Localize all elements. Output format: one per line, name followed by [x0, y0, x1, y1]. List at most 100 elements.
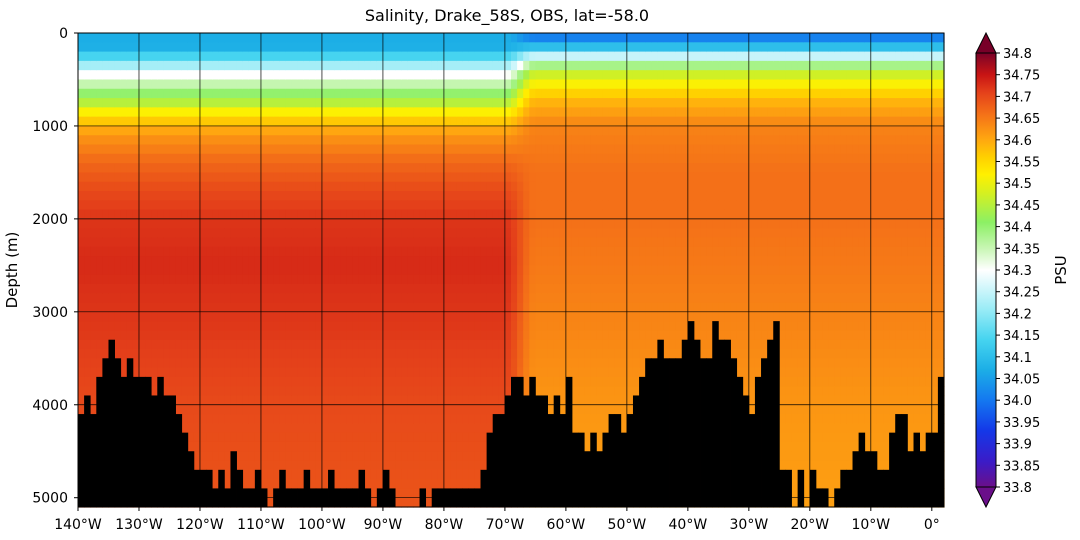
- heatmap-cell: [395, 33, 402, 43]
- heatmap-cell: [480, 274, 488, 285]
- heatmap-cell: [559, 98, 567, 108]
- heatmap-cell: [145, 88, 152, 99]
- heatmap-cell: [450, 33, 457, 43]
- heatmap-cell: [297, 469, 305, 480]
- heatmap-cell: [504, 51, 512, 62]
- heatmap-cell: [596, 339, 604, 350]
- heatmap-cell: [376, 274, 384, 285]
- heatmap-cell: [626, 51, 634, 62]
- heatmap-cell: [254, 274, 262, 285]
- heatmap-cell: [474, 33, 482, 43]
- heatmap-cell: [382, 311, 390, 322]
- heatmap-cell: [413, 274, 421, 285]
- heatmap-cell: [132, 70, 140, 81]
- heatmap-cell: [663, 200, 671, 211]
- heatmap-cell: [620, 246, 628, 257]
- heatmap-cell: [309, 98, 317, 108]
- heatmap-cell: [382, 163, 390, 174]
- heatmap-cell: [315, 321, 323, 332]
- heatmap-cell: [541, 33, 549, 43]
- heatmap-cell: [328, 107, 335, 118]
- heatmap-cell: [175, 144, 183, 155]
- heatmap-cell: [218, 51, 225, 62]
- heatmap-cell: [425, 432, 433, 443]
- heatmap-cell: [480, 88, 488, 99]
- heatmap-cell: [346, 339, 354, 350]
- heatmap-cell: [260, 181, 268, 192]
- heatmap-cell: [303, 302, 311, 313]
- heatmap-cell: [157, 33, 164, 43]
- heatmap-cell: [450, 181, 457, 192]
- heatmap-cell: [334, 60, 341, 71]
- heatmap-cell: [571, 358, 579, 369]
- heatmap-cell: [175, 209, 183, 220]
- heatmap-cell: [120, 330, 128, 341]
- heatmap-cell: [254, 125, 262, 136]
- heatmap-cell: [78, 330, 85, 341]
- heatmap-cell: [431, 191, 439, 201]
- heatmap-cell: [504, 274, 512, 285]
- heatmap-cell: [334, 246, 341, 257]
- heatmap-cell: [590, 163, 597, 174]
- heatmap-cell: [511, 358, 518, 369]
- heatmap-cell: [90, 88, 97, 99]
- heatmap-cell: [596, 51, 604, 62]
- heatmap-cell: [474, 125, 482, 136]
- heatmap-cell: [620, 191, 628, 201]
- heatmap-cell: [596, 246, 604, 257]
- heatmap-cell: [78, 367, 85, 378]
- heatmap-cell: [321, 51, 329, 62]
- heatmap-cell: [614, 181, 622, 192]
- heatmap-cell: [651, 274, 658, 285]
- heatmap-cell: [443, 330, 451, 341]
- heatmap-cell: [462, 274, 469, 285]
- heatmap-cell: [468, 311, 476, 322]
- heatmap-cell: [407, 460, 415, 471]
- heatmap-cell: [273, 311, 280, 322]
- heatmap-cell: [303, 135, 311, 146]
- heatmap-cell: [541, 125, 549, 136]
- heatmap-cell: [517, 358, 524, 369]
- heatmap-cell: [504, 144, 512, 155]
- heatmap-cell: [163, 153, 171, 164]
- heatmap-cell: [218, 218, 225, 229]
- heatmap-cell: [340, 367, 347, 378]
- heatmap-cell: [657, 283, 665, 294]
- heatmap-cell: [328, 376, 335, 387]
- heatmap-cell: [279, 376, 286, 387]
- heatmap-cell: [395, 172, 402, 183]
- heatmap-cell: [291, 376, 299, 387]
- heatmap-cell: [370, 386, 378, 397]
- heatmap-cell: [279, 432, 286, 443]
- heatmap-cell: [291, 42, 299, 53]
- heatmap-cell: [443, 321, 451, 332]
- heatmap-cell: [248, 125, 256, 136]
- heatmap-cell: [498, 107, 506, 118]
- heatmap-cell: [114, 70, 122, 81]
- heatmap-cell: [401, 441, 408, 452]
- heatmap-cell: [364, 395, 372, 406]
- heatmap-cell: [596, 302, 604, 313]
- heatmap-cell: [242, 125, 250, 136]
- heatmap-cell: [450, 246, 457, 257]
- heatmap-cell: [376, 163, 384, 174]
- heatmap-cell: [431, 395, 439, 406]
- heatmap-cell: [523, 107, 530, 118]
- heatmap-cell: [291, 404, 299, 415]
- heatmap-cell: [340, 311, 347, 322]
- heatmap-cell: [114, 135, 122, 146]
- heatmap-cell: [486, 367, 494, 378]
- heatmap-cell: [267, 125, 274, 136]
- heatmap-cell: [328, 256, 335, 266]
- heatmap-cell: [456, 358, 463, 369]
- heatmap-cell: [425, 237, 433, 248]
- heatmap-cell: [425, 497, 433, 508]
- heatmap-cell: [254, 228, 262, 239]
- heatmap-cell: [84, 376, 91, 387]
- heatmap-cell: [321, 42, 329, 53]
- heatmap-cell: [328, 265, 335, 276]
- heatmap-cell: [145, 191, 152, 201]
- heatmap-cell: [602, 404, 610, 415]
- heatmap-cell: [632, 33, 640, 43]
- heatmap-cell: [273, 414, 280, 424]
